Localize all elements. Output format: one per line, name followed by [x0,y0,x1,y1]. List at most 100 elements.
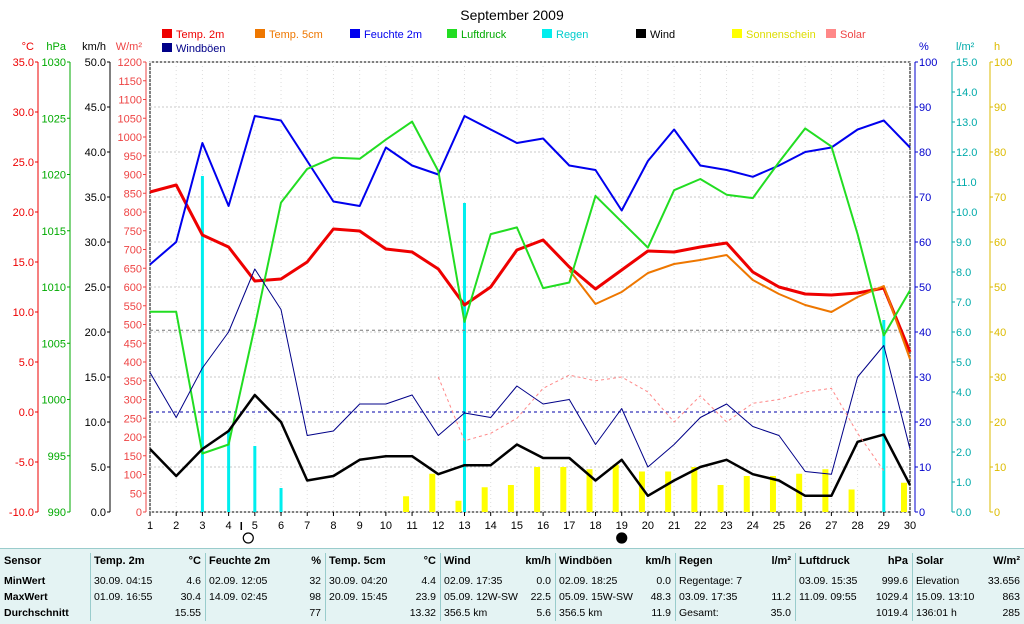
bar-sonnenschein [743,476,750,512]
x-tick-label: 3 [199,520,205,532]
axis-tick-label-temp: 10.0 [13,307,34,319]
axis-tick-label-wind: 20.0 [85,327,106,339]
legend-label: Solar [840,29,866,41]
axis-tick-label-press: 1030 [42,57,66,69]
stats-row-label: Elevation [916,575,960,587]
axis-tick-label-temp: -10.0 [9,507,34,519]
axis-tick-label-temp: -5.0 [15,457,34,469]
axis-tick-label-rain: 1.0 [956,477,971,489]
axis-label-temp: °C [22,41,34,53]
axis-tick-label-hum: 40 [919,327,931,339]
legend-swatch [636,29,646,38]
axis-tick-label-rain: 6.0 [956,327,971,339]
axis-tick-label-hum: 80 [919,147,931,159]
stats-row-value: 33.656 [987,575,1020,587]
stats-row-value: 77 [309,607,321,619]
stats-row: 30.09. 04:15 4.6 [94,575,201,589]
stats-separator [325,553,326,621]
stats-row: 11.09. 09:55 1029.4 [799,591,908,605]
axis-tick-label-hum: 50 [919,282,931,294]
axis-tick-label-solar: 0 [136,507,142,519]
axis-tick-label-sun: 10 [994,462,1006,474]
stats-row-value: 13.32 [409,607,436,619]
series-line-temp-2m [149,183,912,353]
axis-tick-label-hum: 60 [919,237,931,249]
stats-row: Durchschnitt [4,607,86,621]
bar-sonnenschein [586,469,593,512]
axis-tick-label-rain: 13.0 [956,117,977,129]
bar-sonnenschein [822,469,829,512]
stats-row-value: 863 [1002,591,1020,603]
axis-tick-label-sun: 80 [994,147,1006,159]
legend-label: Windböen [176,43,226,55]
x-tick-label: 7 [304,520,310,532]
stats-row-label: MaxWert [4,591,48,603]
stats-row-value: 4.4 [421,575,436,587]
axis-tick-label-wind: 45.0 [85,102,106,114]
stats-row-label: 02.09. 18:25 [559,575,618,587]
stats-header: Temp. 2m [94,555,145,567]
axis-label-sun: h [994,41,1000,53]
moon-new-icon [616,532,628,544]
stats-header: Regen [679,555,713,567]
legend-swatch [732,29,742,38]
bar-regen [200,176,204,512]
axis-tick-label-temp: 20.0 [13,207,34,219]
legend-swatch [255,29,265,38]
axis-tick-label-solar: 600 [124,282,142,294]
axis-tick-label-rain: 11.0 [956,177,977,189]
x-tick-label: 19 [616,520,628,532]
x-tick-label: 4 [226,520,232,532]
axis-tick-label-rain: 2.0 [956,447,971,459]
axis-tick-label-press: 1000 [42,395,66,407]
axis-tick-label-rain: 14.0 [956,87,977,99]
x-tick-label: 8 [330,520,336,532]
stats-row-value: 5.6 [536,607,551,619]
stats-row-label: MinWert [4,575,46,587]
bar-sonnenschein [612,464,619,512]
stats-row-label: 03.09. 17:35 [679,591,738,603]
stats-column: Temp. 2m °C 30.09. 04:15 4.6 01.09. 16:55 30.… [90,549,205,624]
stats-unit: °C [188,555,201,567]
axis-tick-label-solar: 1000 [118,132,142,144]
stats-row-label: 05.09. 12W-SW [444,591,518,603]
x-tick-label: 1 [147,520,153,532]
x-tick-label: 28 [851,520,863,532]
x-tick-label: 15 [511,520,523,532]
axis-tick-label-rain: 15.0 [956,57,977,69]
stats-unit: l/m² [771,555,791,567]
stats-row: 15.55 [94,607,201,621]
stats-unit: % [311,555,321,567]
axis-tick-label-rain: 10.0 [956,207,977,219]
axis-tick-label-wind: 30.0 [85,237,106,249]
axis-tick-label-sun: 20 [994,417,1006,429]
axis-tick-label-sun: 40 [994,327,1006,339]
stats-row-value: 1019.4 [875,607,908,619]
stats-unit: W/m² [993,555,1020,567]
axis-tick-label-sun: 60 [994,237,1006,249]
axis-tick-label-solar: 100 [124,470,142,482]
stats-row: 14.09. 02:45 98 [209,591,321,605]
stats-row-value: 0.0 [656,575,671,587]
bar-sonnenschein [638,471,645,512]
bar-sonnenschein [481,487,488,512]
stats-row-label: 356.5 km [444,607,488,619]
x-tick-label: 21 [668,520,680,532]
axis-tick-label-hum: 100 [919,57,937,69]
stats-row: 02.09. 17:35 0.0 [444,575,551,589]
axis-tick-label-wind: 15.0 [85,372,106,384]
legend-label: Wind [650,29,675,41]
stats-row-value: 4.6 [186,575,201,587]
stats-header: Windböen [559,555,613,567]
axis-tick-label-press: 1010 [42,282,66,294]
x-tick-label: 12 [432,520,444,532]
axis-tick-label-rain: 4.0 [956,387,971,399]
x-tick-label: 22 [694,520,706,532]
axis-tick-label-solar: 200 [124,432,142,444]
stats-row-label: 136:01 h [916,607,957,619]
stats-row-value: 30.4 [180,591,201,603]
axis-tick-label-solar: 850 [124,188,142,200]
stats-separator [675,553,676,621]
axis-tick-label-press: 1015 [42,226,66,238]
stats-separator [555,553,556,621]
